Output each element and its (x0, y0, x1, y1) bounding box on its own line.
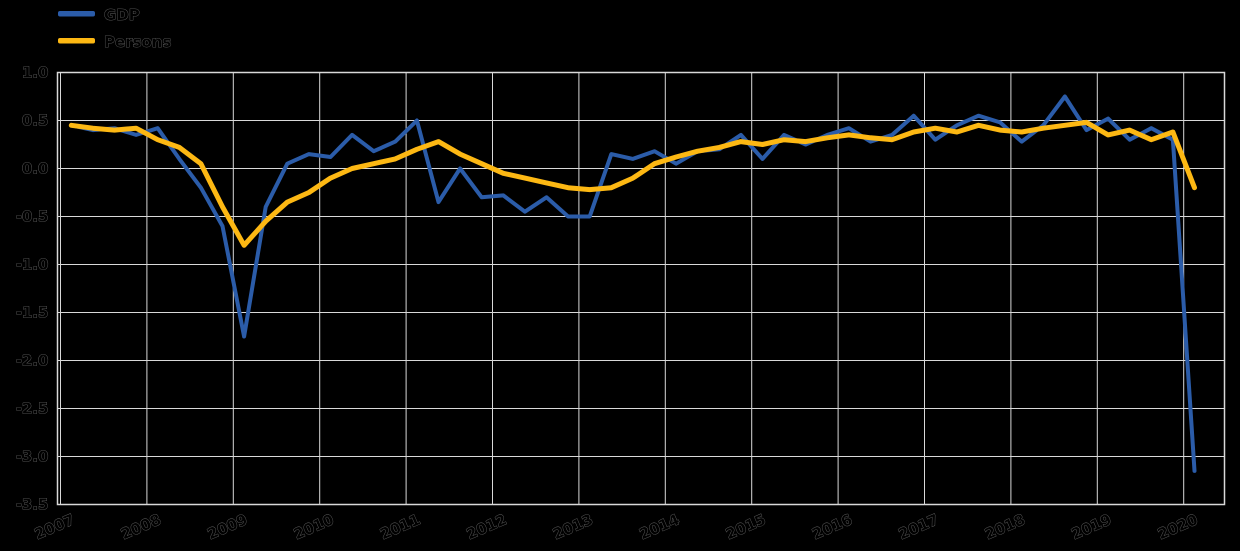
x-tick-label: 2012 (464, 510, 509, 543)
legend-swatch-gdp (58, 11, 95, 17)
x-tick-label: 2011 (377, 510, 422, 543)
series-line-gdp (69, 94, 1197, 473)
y-tick-label: 1.0 (22, 64, 49, 82)
plot-border (56, 71, 1226, 506)
x-tick-label: 2009 (205, 510, 250, 543)
x-tick-label: 2016 (809, 510, 854, 543)
y-tick-label: -2.5 (16, 400, 49, 418)
y-tick-label: -3.5 (16, 496, 49, 514)
x-tick-label: 2013 (550, 510, 595, 543)
x-tick-label: 2008 (118, 510, 163, 543)
legend-label-persons: Persons (104, 33, 171, 51)
legend-label-gdp: GDP (104, 6, 140, 24)
y-tick-label: 0.5 (22, 112, 49, 130)
x-tick-label: 2017 (896, 510, 941, 543)
y-tick-label: -0.5 (16, 208, 49, 226)
x-tick-label: 2020 (1155, 510, 1200, 543)
legend: GDP Persons (58, 6, 172, 51)
x-tick-label: 2019 (1069, 510, 1114, 543)
x-tick-label: 2010 (291, 510, 336, 543)
y-tick-label: -2.0 (16, 352, 49, 370)
y-tick-label: -1.5 (16, 304, 49, 322)
legend-swatch-persons (58, 38, 95, 44)
plot-area: 1.00.50.0-0.5-1.0-1.5-2.0-2.5-3.0-3.5200… (15, 63, 1226, 544)
x-tick-label: 2007 (32, 510, 77, 543)
x-tick-label: 2015 (723, 510, 768, 543)
y-tick-label: 0.0 (22, 160, 49, 178)
series-line-persons (68, 119, 1197, 248)
x-tick-label: 2014 (637, 510, 682, 543)
y-tick-label: -1.0 (16, 256, 49, 274)
y-tick-label: -3.0 (16, 448, 49, 466)
x-tick-label: 2018 (982, 510, 1027, 543)
